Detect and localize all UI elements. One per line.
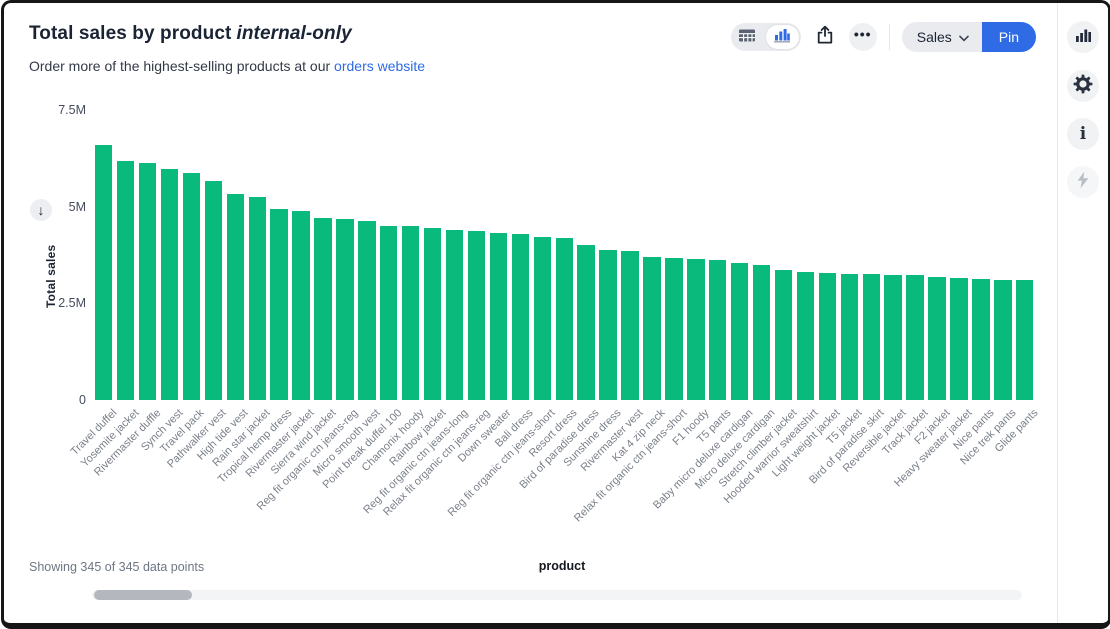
bar[interactable]	[709, 260, 727, 400]
data-points-status: Showing 345 of 345 data points	[29, 560, 205, 574]
bar[interactable]	[577, 244, 595, 400]
bar[interactable]	[270, 209, 288, 400]
sidebar-actions-button[interactable]	[1067, 166, 1099, 198]
bar[interactable]	[665, 257, 683, 400]
bar[interactable]	[160, 169, 179, 400]
bar[interactable]	[445, 229, 464, 400]
bar[interactable]	[994, 279, 1012, 400]
bar[interactable]	[730, 262, 749, 400]
bar[interactable]	[621, 250, 639, 400]
sidebar-info-button[interactable]: i	[1067, 118, 1099, 150]
bar[interactable]	[555, 237, 573, 400]
sales-pin-group: Sales Pin	[901, 22, 1036, 52]
page-title: Total sales by product internal-only	[29, 23, 352, 45]
plot-area: 7.5M 5M 2.5M 0 Travel duffel Yosemite jacket R…	[4, 3, 1058, 623]
chart-panel: Total sales by product internal-only Orde…	[4, 3, 1058, 623]
bar[interactable]	[226, 193, 244, 400]
sidebar-settings-button[interactable]	[1067, 70, 1099, 102]
sales-dropdown[interactable]: Sales	[901, 22, 982, 52]
bar[interactable]	[928, 276, 946, 400]
bar[interactable]	[204, 181, 223, 400]
horizontal-scrollbar[interactable]	[92, 590, 1022, 600]
bar[interactable]	[1016, 280, 1034, 400]
bar[interactable]	[884, 274, 902, 400]
share-icon	[814, 24, 836, 51]
bar[interactable]	[116, 161, 135, 400]
bar[interactable]	[336, 218, 354, 400]
table-icon	[738, 27, 756, 48]
more-options-button[interactable]: •••	[848, 23, 877, 51]
pin-button[interactable]: Pin	[981, 22, 1036, 52]
table-view-button[interactable]	[731, 23, 764, 51]
bar[interactable]	[314, 217, 332, 400]
bar[interactable]	[182, 173, 201, 400]
share-button[interactable]	[810, 22, 840, 52]
element-toolbar: ••• Sales Pin	[730, 21, 1036, 53]
bar[interactable]	[292, 210, 310, 400]
x-axis-title: product	[538, 559, 586, 573]
page-title-text: Total sales by product	[29, 23, 232, 44]
bar[interactable]	[467, 231, 486, 400]
bar-chart-icon	[773, 27, 791, 48]
bar[interactable]	[687, 258, 705, 400]
bar[interactable]	[358, 220, 376, 400]
right-sidebar: i	[1057, 3, 1108, 623]
bar[interactable]	[511, 233, 530, 400]
y-axis-title: Total sales	[44, 244, 58, 308]
arrow-down-icon: ↓	[37, 202, 45, 218]
sidebar-chart-type-button[interactable]	[1067, 21, 1099, 53]
bar[interactable]	[643, 257, 661, 400]
toolbar-divider	[888, 24, 890, 50]
bar[interactable]	[489, 232, 508, 400]
subtitle: Order more of the highest-selling produc…	[29, 58, 425, 74]
page-title-italic: internal-only	[236, 23, 352, 44]
bar[interactable]	[796, 271, 815, 400]
bar[interactable]	[950, 277, 968, 400]
sort-descending-indicator[interactable]: ↓	[30, 199, 52, 221]
bar[interactable]	[533, 237, 551, 400]
ellipsis-icon: •••	[853, 26, 872, 42]
view-toggle	[730, 23, 801, 51]
bar-chart-icon	[1074, 27, 1092, 48]
bar[interactable]	[248, 197, 266, 400]
orders-website-link[interactable]: orders website	[334, 58, 426, 74]
bar[interactable]	[752, 264, 771, 400]
bar[interactable]	[972, 279, 990, 400]
bar[interactable]	[138, 162, 157, 400]
lightning-icon	[1076, 171, 1090, 194]
bar[interactable]	[380, 225, 398, 400]
gear-icon	[1073, 74, 1093, 99]
bar[interactable]	[774, 270, 793, 400]
bar[interactable]	[818, 272, 837, 400]
chart-view-button[interactable]	[765, 25, 799, 49]
bar[interactable]	[840, 273, 858, 400]
sales-dropdown-label: Sales	[916, 29, 952, 45]
bar[interactable]	[423, 227, 442, 400]
bar[interactable]	[599, 250, 617, 400]
info-icon: i	[1079, 123, 1087, 144]
chevron-down-icon	[958, 29, 969, 45]
bar[interactable]	[402, 226, 420, 400]
subtitle-text: Order more of the highest-selling produc…	[29, 58, 335, 74]
scrollbar-thumb[interactable]	[94, 590, 192, 600]
bar[interactable]	[906, 275, 924, 400]
y-axis-tick: 0	[79, 393, 86, 407]
y-axis-tick: 7.5M	[58, 103, 86, 117]
bar[interactable]	[95, 145, 113, 400]
bar[interactable]	[862, 274, 880, 400]
